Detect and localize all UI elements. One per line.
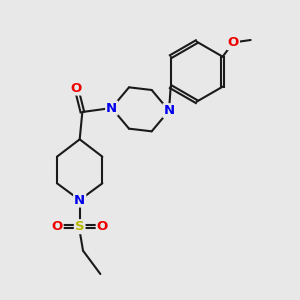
Text: O: O xyxy=(228,36,239,49)
Text: N: N xyxy=(106,101,117,115)
Text: O: O xyxy=(97,220,108,233)
Text: O: O xyxy=(51,220,63,233)
Text: N: N xyxy=(74,194,85,206)
Text: N: N xyxy=(164,104,175,117)
Text: S: S xyxy=(75,220,85,233)
Text: O: O xyxy=(71,82,82,94)
